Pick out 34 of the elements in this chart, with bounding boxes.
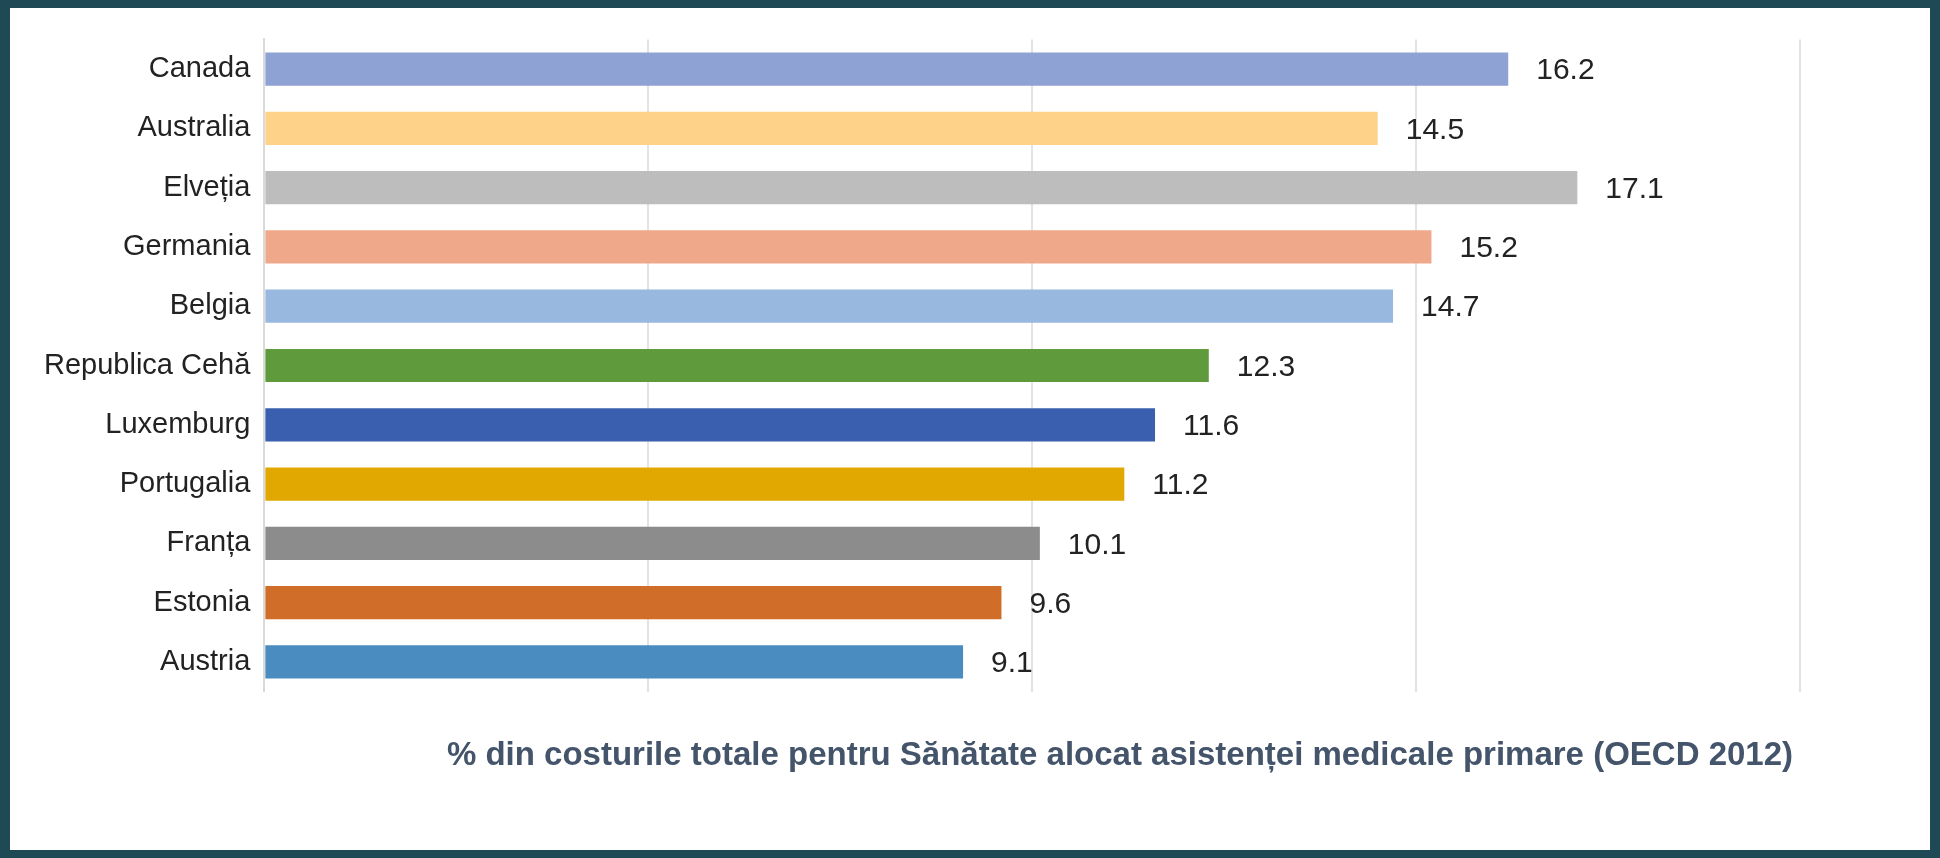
bar	[265, 467, 1125, 501]
data-label: 10.1	[1067, 526, 1127, 560]
data-label: 12.3	[1236, 348, 1296, 382]
bar	[265, 526, 1040, 560]
bar	[265, 230, 1432, 264]
text: % din costurile totale pentru Sănătate alocat asistenței medicale primare (OECD 2012)	[445, 734, 1795, 775]
y-tick-label: Australia	[137, 110, 252, 143]
bar	[265, 111, 1378, 145]
y-tick-label: Franța	[166, 525, 252, 558]
y-tick-label: Austria	[160, 643, 252, 676]
bar	[265, 586, 1002, 620]
data-label: 11.2	[1152, 467, 1209, 501]
bar	[265, 348, 1209, 383]
data-label: 9.6	[1029, 585, 1072, 619]
y-tick-label: Estonia	[153, 584, 252, 617]
y-tick-label: Portugalia	[119, 466, 252, 499]
bar	[265, 645, 964, 679]
y-tick-label: Elveția	[163, 169, 252, 202]
data-label: 14.7	[1421, 289, 1480, 323]
y-tick-label: Republica Cehă	[44, 347, 252, 380]
bar	[265, 289, 1394, 323]
data-label: 9.1	[991, 645, 1033, 679]
data-label: 17.1	[1605, 170, 1664, 204]
bar	[265, 171, 1578, 205]
data-label: 15.2	[1459, 230, 1518, 264]
y-tick-label: Canada	[148, 51, 252, 84]
y-tick-label: Luxemburg	[105, 406, 251, 439]
y-tick-label: Germania	[123, 228, 252, 261]
data-label: 14.5	[1405, 111, 1465, 145]
data-label: 11.6	[1183, 408, 1240, 442]
y-tick-label: Belgia	[169, 288, 252, 321]
bar	[265, 408, 1156, 442]
bar	[265, 52, 1509, 86]
data-label: 16.2	[1536, 52, 1595, 86]
